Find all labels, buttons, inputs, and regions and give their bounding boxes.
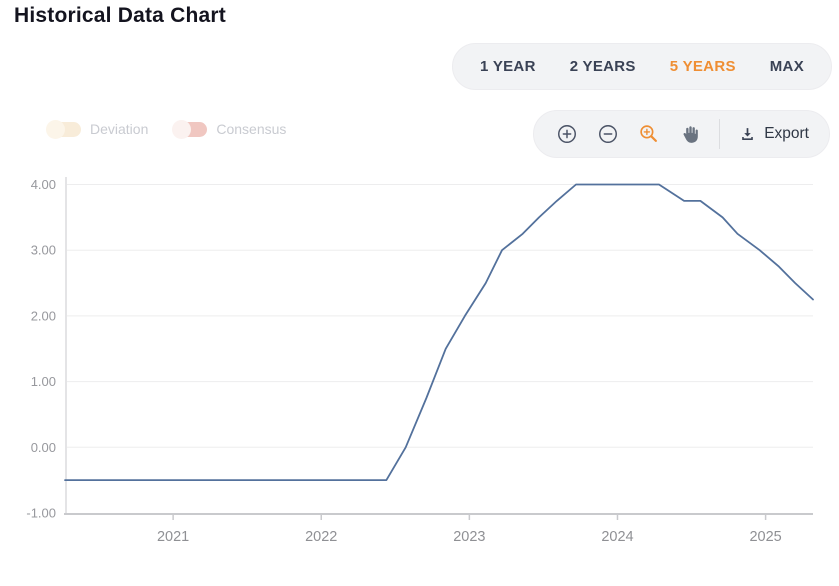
y-tick-label: 3.00 xyxy=(31,243,56,258)
range-option-max[interactable]: MAX xyxy=(769,58,804,75)
export-button-label: Export xyxy=(764,125,809,142)
legend-item-consensus[interactable]: Consensus xyxy=(172,119,287,139)
y-tick-label: 0.00 xyxy=(31,440,56,455)
x-tick-label: 2022 xyxy=(305,529,337,545)
toggle-knob xyxy=(172,119,192,139)
data-line-historical-data xyxy=(64,183,814,482)
zoom-out-button[interactable] xyxy=(595,121,621,147)
y-tick-label: -1.00 xyxy=(26,506,56,521)
legend-label: Consensus xyxy=(216,121,287,137)
zoom-in-button[interactable] xyxy=(554,121,580,147)
zoom-selection-icon xyxy=(638,123,660,145)
y-tick-label: 1.00 xyxy=(31,374,56,389)
range-option-5-years[interactable]: 5 YEARS xyxy=(669,58,736,75)
toggle-consensus[interactable] xyxy=(172,119,208,139)
toolbar-buttons-slot xyxy=(554,121,702,147)
chart-legend: Deviation Consensus xyxy=(46,119,287,139)
x-tick-label: 2021 xyxy=(157,529,189,545)
x-tick-label: 2024 xyxy=(601,529,633,545)
y-tick-label: 2.00 xyxy=(31,308,56,323)
legend-label: Deviation xyxy=(90,121,149,137)
pan-icon xyxy=(679,124,700,145)
toggle-knob xyxy=(46,119,65,139)
range-option-1-year[interactable]: 1 YEAR xyxy=(479,58,536,75)
toolbar-divider xyxy=(719,119,721,149)
legend-item-deviation[interactable]: Deviation xyxy=(46,119,149,139)
chart-plot-area[interactable]: 4.00 3.00 2.00 1.00 0.00 -1.00 2021 2022 2023 202… xyxy=(0,160,839,581)
zoom-in-icon xyxy=(556,123,578,145)
toggle-deviation[interactable] xyxy=(46,119,81,139)
range-selector: 1 YEAR 2 YEARS 5 YEARS MAX xyxy=(451,43,832,90)
x-tick-label: 2023 xyxy=(453,529,485,545)
export-button[interactable]: Export xyxy=(737,123,811,145)
chart-toolbar: Export xyxy=(533,110,830,158)
range-option-2-years[interactable]: 2 YEARS xyxy=(569,58,636,75)
zoom-selection-button[interactable] xyxy=(636,121,662,147)
pan-button[interactable] xyxy=(677,122,702,147)
x-tick-label: 2025 xyxy=(749,529,781,545)
page-title: Historical Data Chart xyxy=(14,4,226,27)
y-tick-label: 4.00 xyxy=(31,177,56,192)
download-icon xyxy=(739,126,756,143)
zoom-out-icon xyxy=(597,123,619,145)
chart-canvas[interactable]: 4.00 3.00 2.00 1.00 0.00 -1.00 2021 2022 2023 202… xyxy=(0,160,839,581)
